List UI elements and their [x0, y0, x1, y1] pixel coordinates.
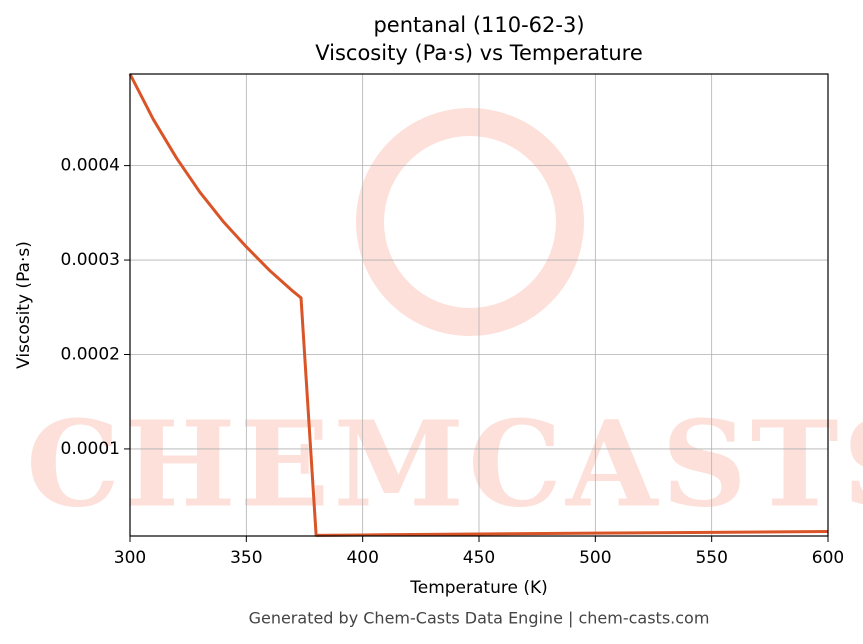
footer: Generated by Chem-Casts Data Engine | ch… [249, 609, 710, 628]
x-tick-label: 300 [114, 548, 146, 568]
y-tick-label: 0.0001 [61, 439, 120, 459]
line-series [128, 73, 829, 537]
x-tick-label: 500 [579, 548, 611, 568]
x-tick-label: 350 [230, 548, 262, 568]
watermark-logo [356, 108, 584, 336]
chart-title: pentanal (110-62-3) [373, 13, 584, 37]
plot-area: CHEMCASTS 300 350 400 450 500 550 600 0.0001 0.00… [26, 73, 863, 568]
watermark: CHEMCASTS [26, 395, 863, 534]
x-tick-label: 550 [695, 548, 727, 568]
y-tick-label: 0.0004 [61, 156, 120, 176]
chart-subtitle: Viscosity (Pa·s) vs Temperature [315, 41, 643, 65]
y-tick-label: 0.0002 [61, 344, 120, 364]
plot-frame [129, 73, 829, 537]
x-axis-label: Temperature (K) [409, 578, 548, 598]
x-tick-label: 600 [812, 548, 844, 568]
y-tick-label: 0.0003 [61, 250, 120, 270]
x-tick-label: 400 [346, 548, 378, 568]
y-axis-label: Viscosity (Pa·s) [14, 241, 34, 369]
x-tick-label: 450 [463, 548, 495, 568]
